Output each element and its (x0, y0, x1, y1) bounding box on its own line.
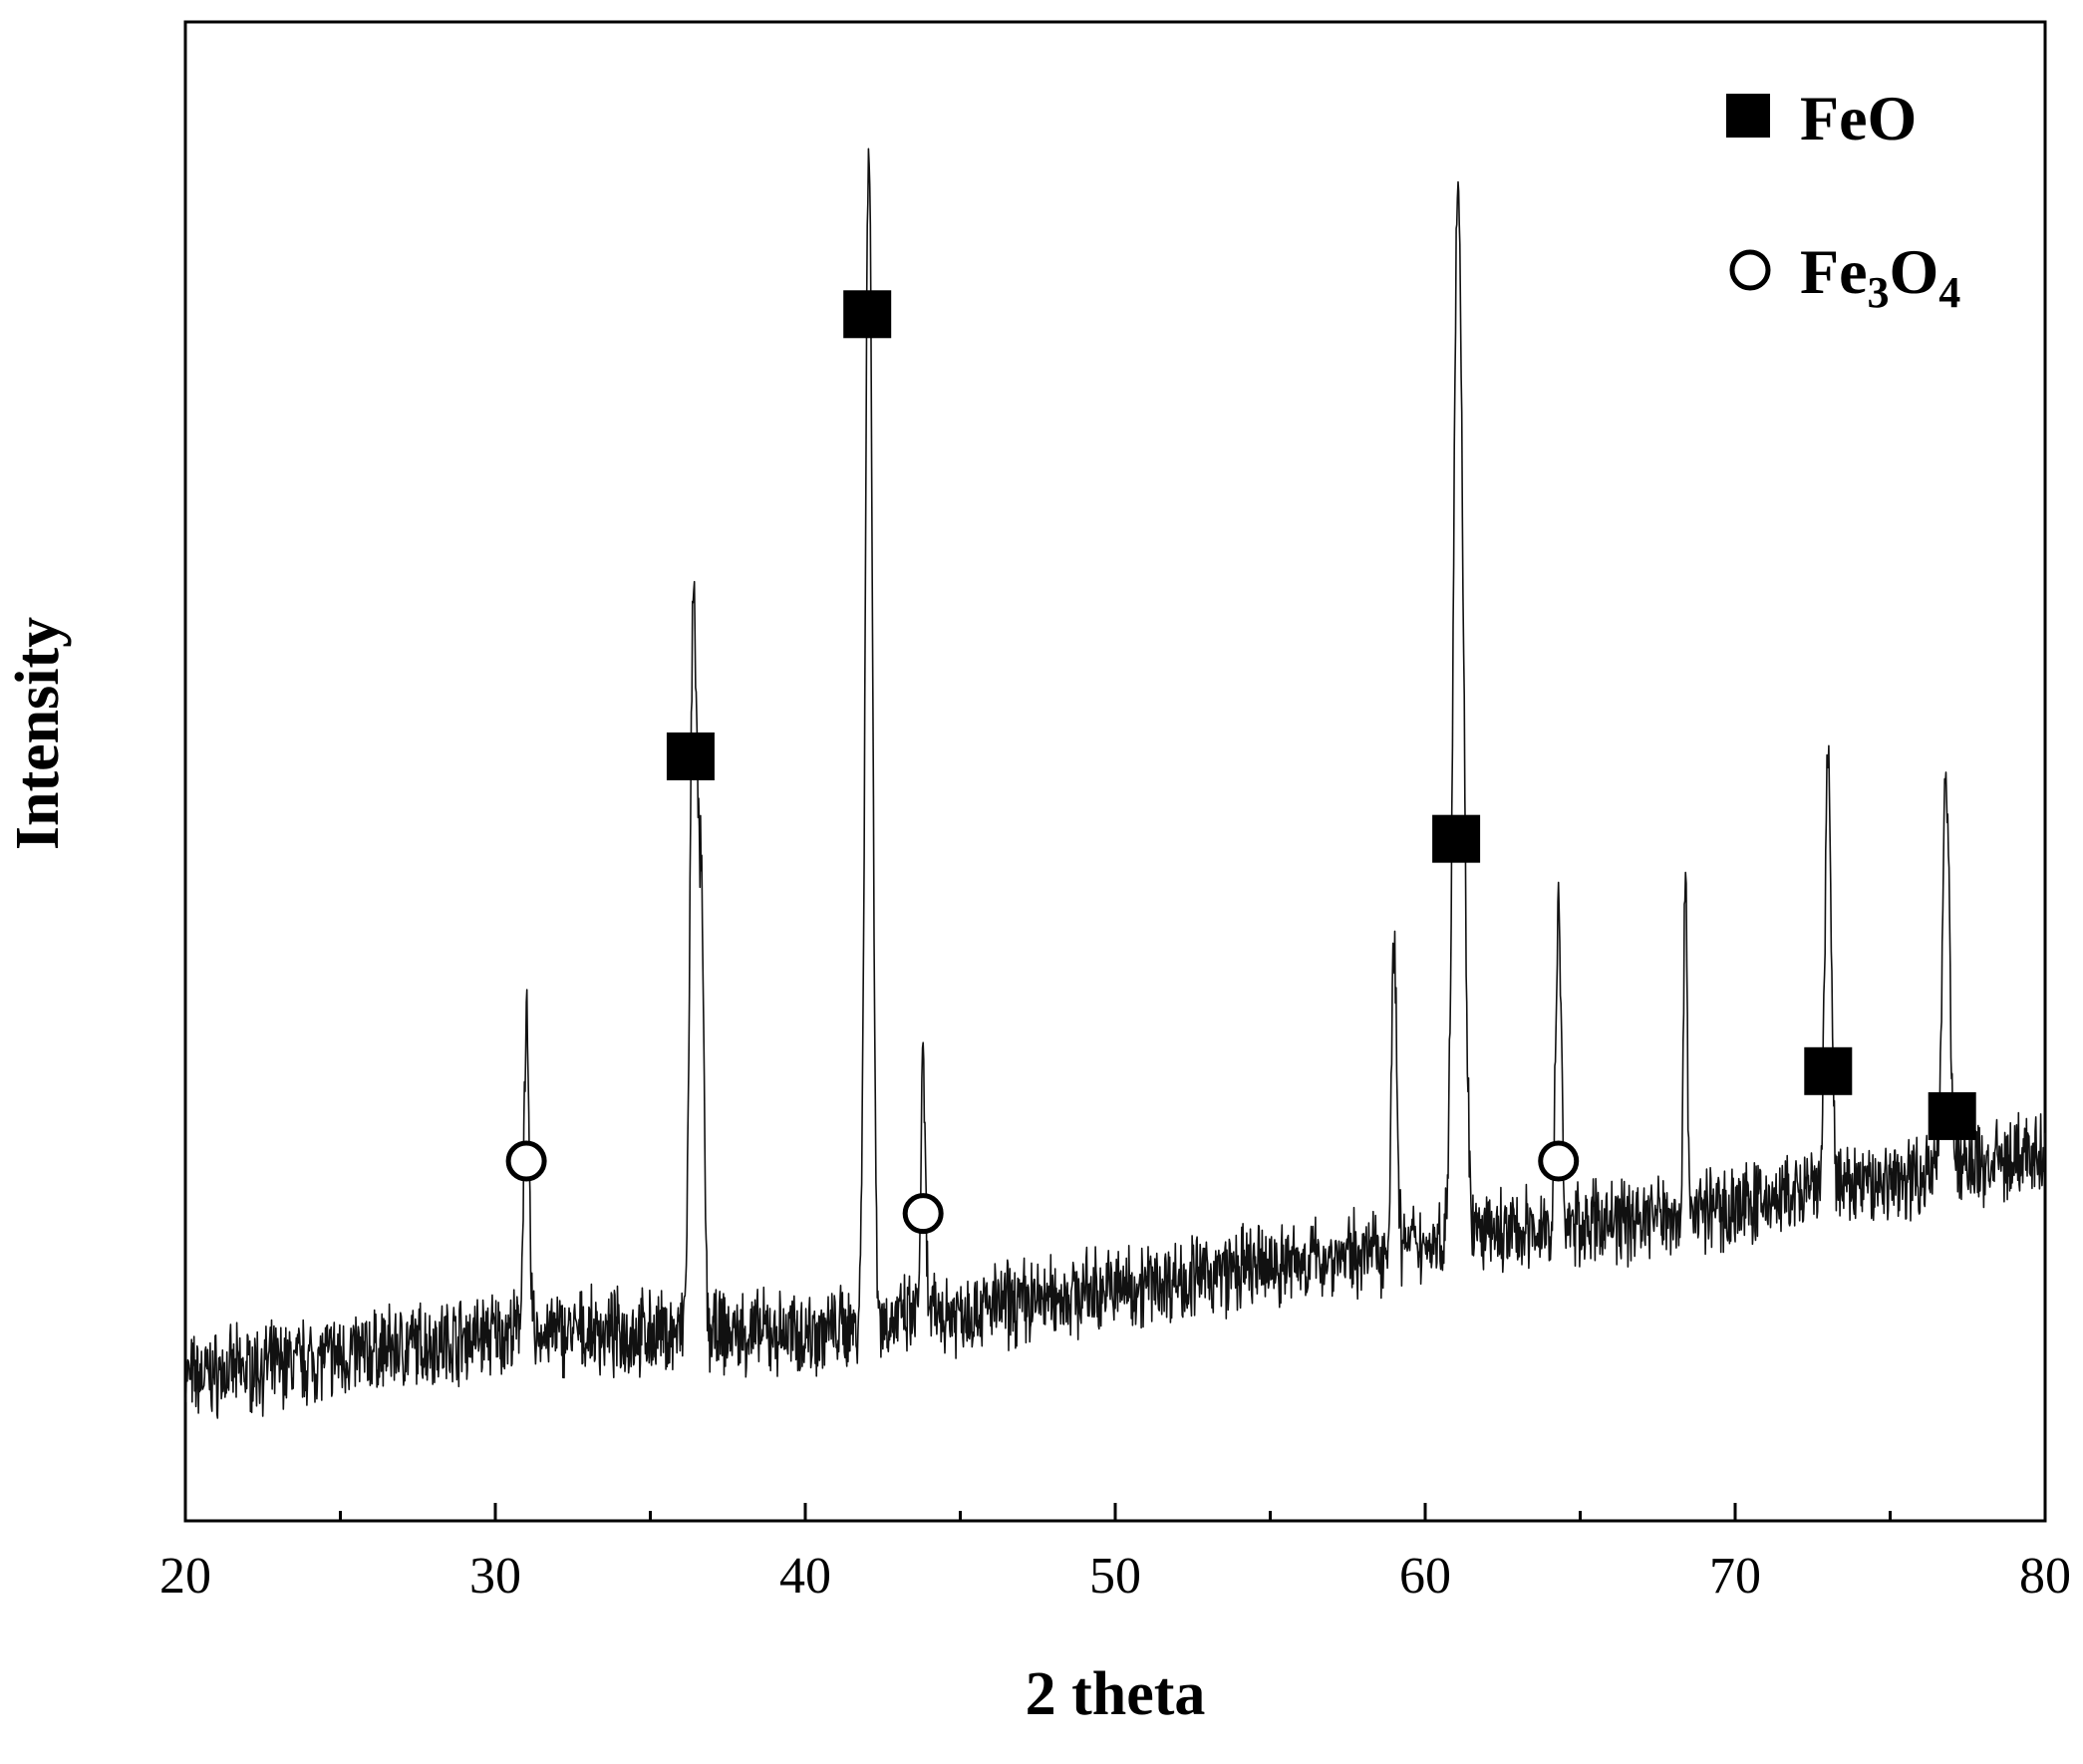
x-tick-label-80: 80 (2019, 1548, 2071, 1605)
legend-fe3o4-marker (1729, 249, 1771, 291)
feo-peak-marker-1 (843, 290, 892, 339)
x-tick-label-50: 50 (1089, 1548, 1141, 1605)
y-axis-title: Intensity (4, 617, 72, 850)
x-tick-label-60: 60 (1399, 1548, 1451, 1605)
x-axis-title: 2 theta (1026, 1660, 1206, 1728)
feo-peak-marker-4 (1928, 1091, 1976, 1140)
xrd-trace-line (184, 147, 2046, 1419)
x-tick-label-40: 40 (779, 1548, 831, 1605)
fe3o4-peak-marker-0 (505, 1140, 547, 1182)
x-tick-label-30: 30 (469, 1548, 521, 1605)
legend-feo-label: FeO (1800, 83, 1917, 153)
legend-feo-marker (1726, 94, 1770, 138)
feo-peak-marker-3 (1804, 1046, 1853, 1095)
feo-peak-marker-0 (666, 732, 715, 780)
legend-fe3o4-label: Fe3O4 (1800, 236, 1960, 317)
x-axis-tick-labels: 20 30 40 50 60 70 80 (159, 1548, 2071, 1605)
x-axis-ticks (183, 1503, 2047, 1521)
fe3o4-peak-marker-1 (902, 1193, 944, 1235)
fe3o4-peak-marker-2 (1538, 1140, 1580, 1182)
x-tick-label-20: 20 (159, 1548, 211, 1605)
x-tick-label-70: 70 (1709, 1548, 1761, 1605)
legend: FeO Fe3O4 (1726, 83, 1960, 317)
phase-markers (505, 290, 1976, 1235)
feo-peak-marker-2 (1432, 814, 1481, 863)
